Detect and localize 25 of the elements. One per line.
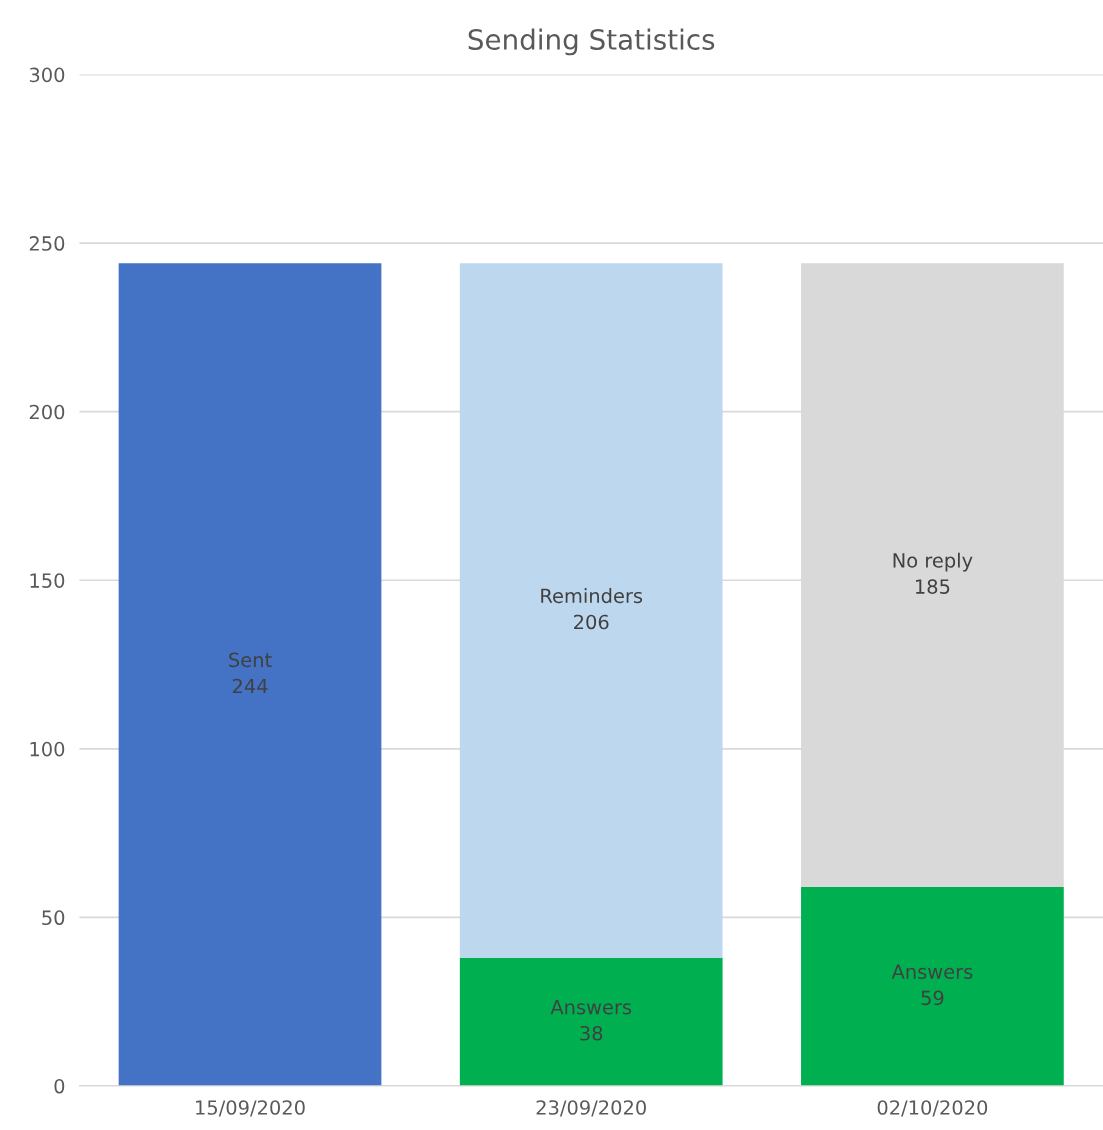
data-label: 38: [580, 1025, 603, 1041]
y-tick-label: 200: [29, 404, 65, 420]
data-label: 206: [574, 614, 609, 630]
y-tick-label: 100: [30, 741, 65, 757]
x-tick-label: 15/09/2020: [196, 1100, 305, 1117]
bar: [801, 887, 1064, 1086]
chart-title: Sending Statistics: [468, 28, 715, 56]
text: Answers: [891, 964, 973, 980]
series-label: Sent: [229, 652, 272, 668]
x-tick-label: 23/09/2020: [536, 1100, 646, 1117]
series-label: Answers: [550, 999, 632, 1015]
x-tick-label: 02/10/2020: [877, 1100, 988, 1117]
y-tick-label: 50: [42, 910, 65, 926]
y-tick-label: 150: [30, 573, 65, 588]
bar: [459, 957, 723, 1086]
bar: [459, 263, 723, 958]
series-label: Reminders: [541, 588, 643, 604]
y-tick-label: 0: [54, 1078, 65, 1094]
data-label: 59: [921, 990, 944, 1006]
series-label: No reply: [893, 552, 973, 572]
y-tick-label: 300: [29, 67, 65, 83]
data-label: 244: [232, 678, 268, 694]
data-label: 185: [915, 579, 950, 594]
bar: [118, 263, 382, 1086]
y-tick-label: 250: [29, 236, 65, 251]
